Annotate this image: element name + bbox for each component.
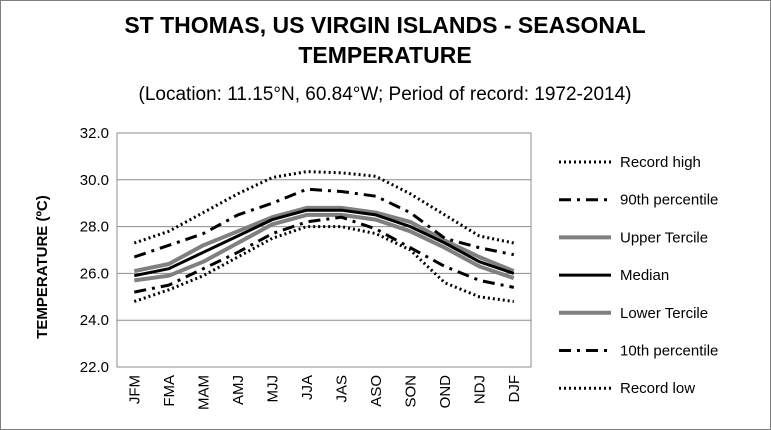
y-tick-labels: 22.0 24.0 26.0 28.0 30.0 32.0	[80, 125, 109, 376]
plot-area-border	[116, 132, 532, 368]
legend-label: Record high	[620, 154, 701, 171]
x-tick-label: OND	[437, 375, 454, 409]
legend-label: Lower Tercile	[620, 305, 708, 322]
series-line-90th-percentile	[133, 187, 515, 259]
series-line-record-high	[133, 170, 515, 245]
y-tick-label: 32.0	[80, 125, 109, 142]
x-tick-label: FMA	[161, 375, 178, 407]
series-line-10th-percentile	[134, 215, 515, 294]
series-line-record-low	[133, 225, 515, 303]
legend-label: Record low	[620, 380, 695, 397]
series-line-lower-tercile	[134, 212, 515, 283]
x-tick-label: ASO	[368, 375, 385, 407]
chart-title-line-1: ST THOMAS, US VIRGIN ISLANDS - SEASONAL	[124, 12, 645, 38]
chart-subtitle: (Location: 11.15°N, 60.84°W; Period of r…	[139, 84, 632, 105]
x-tick-label: MJJ	[264, 375, 281, 403]
grid-lines	[116, 132, 532, 368]
y-tick-label: 22.0	[80, 359, 109, 376]
x-tick-label: JJA	[299, 375, 316, 400]
y-tick-label: 24.0	[80, 312, 109, 329]
legend: Record high 90th percentile Upper Tercile M…	[559, 154, 718, 397]
legend-label: 10th percentile	[620, 343, 718, 360]
x-tick-labels: JFM FMA MAM AMJ MJJ JJA JAS ASO SON OND NDJ DJF	[126, 375, 523, 410]
series-line-median	[134, 208, 515, 278]
x-tick-label: MAM	[195, 375, 212, 410]
x-tick-label: SON	[402, 375, 419, 408]
legend-label: Median	[620, 267, 669, 284]
x-tick-label: JAS	[333, 375, 350, 403]
chart-title-line-2: TEMPERATURE	[298, 42, 471, 68]
x-tick-label: NDJ	[471, 375, 488, 404]
series-line-upper-tercile	[133, 205, 515, 274]
x-tick-label: JFM	[126, 375, 143, 404]
y-tick-label: 28.0	[80, 219, 109, 236]
x-tick-label: DJF	[506, 375, 523, 403]
y-tick-label: 26.0	[80, 265, 109, 282]
y-tick-label: 30.0	[80, 172, 109, 189]
legend-label: Upper Tercile	[620, 229, 708, 246]
series-lines	[133, 170, 515, 303]
legend-label: 90th percentile	[620, 192, 718, 209]
y-axis-label: TEMPERATURE (ºC)	[34, 195, 51, 339]
x-tick-label: AMJ	[230, 375, 247, 405]
